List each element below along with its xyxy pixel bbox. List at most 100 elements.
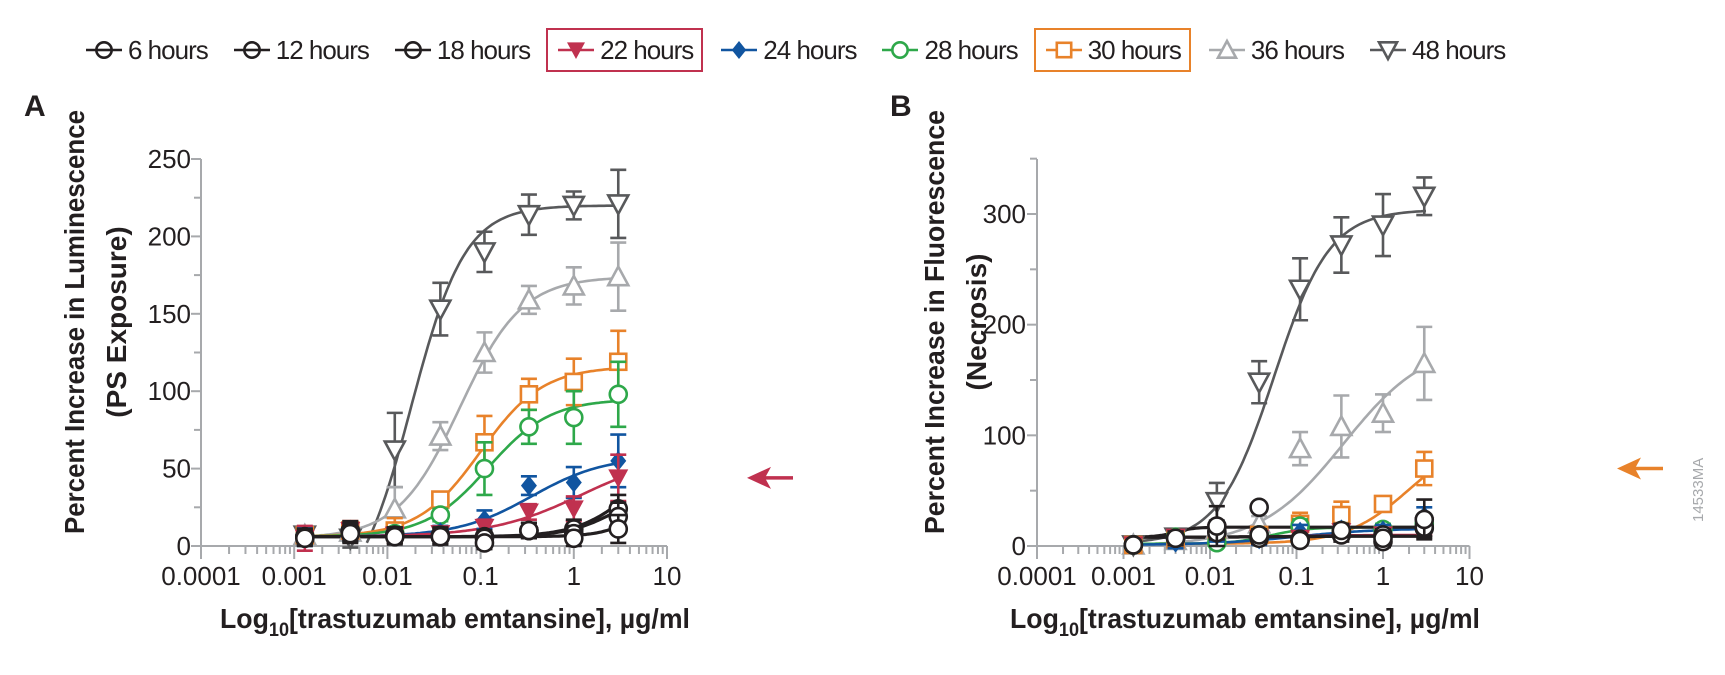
figure-id: 14533MA <box>1690 458 1707 522</box>
x-axis-title: Log10[trastuzumab emtansine], µg/ml <box>220 603 690 641</box>
data-point <box>519 520 539 541</box>
x-tick-label: 1 <box>1376 561 1390 591</box>
x-axis-title-rest: [trastuzumab emtansine], µg/ml <box>1079 603 1480 634</box>
y-tick-label: 200 <box>148 221 191 251</box>
series-6-hours <box>1123 497 1435 555</box>
data-point <box>564 372 584 392</box>
legend-item-6-hours: 6 hours <box>76 28 216 72</box>
open-triangle-up-icon <box>1208 38 1245 59</box>
open-circle-crossed-icon <box>233 41 270 59</box>
data-point <box>1373 494 1393 514</box>
data-point <box>1249 497 1269 518</box>
legend-marker <box>1055 41 1073 59</box>
legend-label: 36 hours <box>1250 34 1345 65</box>
data-point <box>1329 413 1354 437</box>
data-point <box>1287 279 1313 302</box>
data-point <box>428 299 453 322</box>
legend-marker <box>1376 41 1400 62</box>
legend-item-18-hours: 18 hours <box>385 28 538 72</box>
data-point <box>1165 528 1186 549</box>
legend-label: 24 hours <box>763 34 857 65</box>
legend-marker <box>567 42 586 59</box>
legend-marker <box>891 41 910 59</box>
legend-item-30-hours: 30 hours <box>1033 28 1191 72</box>
data-point <box>474 533 495 553</box>
data-point <box>561 273 586 296</box>
arrow-icon <box>1617 457 1663 480</box>
y-tick-label: 150 <box>148 299 191 329</box>
y-tick-label: 0 <box>177 531 191 561</box>
data-point <box>1290 530 1310 551</box>
data-point <box>606 194 631 217</box>
data-point <box>472 242 497 265</box>
open-circle-crossed-icon <box>86 41 122 59</box>
data-point <box>1412 350 1437 374</box>
open-triangle-down-icon <box>1370 41 1407 62</box>
data-point <box>563 528 584 549</box>
legend-item-48-hours: 48 hours <box>1360 28 1513 72</box>
x-tick-label: 10 <box>653 561 682 591</box>
arrow-icon <box>747 466 793 489</box>
data-point <box>608 519 629 539</box>
legend: 6 hours 12 hours 18 hours 22 hours 24 hours 2… <box>76 26 1521 74</box>
data-point <box>474 458 495 479</box>
data-point <box>563 500 584 519</box>
legend-item-12-hours: 12 hours <box>224 28 377 72</box>
series-6-hours <box>295 513 629 553</box>
x-axis-title-subscript: 10 <box>269 620 289 641</box>
data-point <box>472 339 497 363</box>
legend-item-28-hours: 28 hours <box>872 28 1025 72</box>
data-point <box>1204 491 1230 515</box>
data-point <box>1414 509 1435 530</box>
data-point <box>519 417 539 437</box>
x-tick-label: 0.0001 <box>997 561 1077 591</box>
legend-label: 12 hours <box>275 34 370 65</box>
data-point <box>1370 400 1396 424</box>
y-tick-label: 200 <box>983 310 1026 340</box>
y-tick-label: 250 <box>148 144 191 174</box>
legend-label: 28 hours <box>924 34 1018 65</box>
legend-item-24-hours: 24 hours <box>711 28 864 72</box>
legend-label: 48 hours <box>1412 34 1506 65</box>
x-tick-label: 0.001 <box>262 561 327 591</box>
data-point <box>563 407 584 428</box>
data-point <box>1373 528 1393 549</box>
data-point <box>384 526 405 547</box>
panel-label-a: A <box>24 90 46 123</box>
data-point <box>516 287 542 310</box>
x-tick-label: 0.1 <box>463 561 499 591</box>
x-axis-title-subscript: 10 <box>1059 620 1079 641</box>
x-axis-title-main: Log <box>220 603 269 634</box>
x-tick-label: 0.0001 <box>161 561 241 591</box>
legend-item-22-hours: 22 hours <box>546 28 704 72</box>
data-point <box>431 490 450 509</box>
data-point <box>1287 435 1313 459</box>
x-axis-title-rest: [trastuzumab emtansine], µg/ml <box>289 603 690 634</box>
x-tick-label: 0.01 <box>1185 561 1236 591</box>
y-axis-subtitle: (PS Exposure) <box>101 226 132 417</box>
filled-diamond-icon <box>721 41 758 59</box>
legend-label: 22 hours <box>600 34 694 65</box>
data-point <box>1414 459 1434 478</box>
data-point <box>1412 186 1437 210</box>
data-point <box>518 503 539 522</box>
y-axis-title: Percent Increase in Luminescence <box>59 110 90 534</box>
y-tick-label: 100 <box>983 420 1026 450</box>
y-tick-label: 50 <box>162 454 191 484</box>
open-circle-icon <box>882 41 919 59</box>
data-point <box>1370 215 1396 238</box>
x-tick-label: 10 <box>1455 561 1484 591</box>
open-square-icon <box>1045 41 1082 59</box>
x-axis-title-main: Log <box>1010 603 1059 634</box>
y-axis-subtitle: (Necrosis) <box>961 254 992 391</box>
panel-label-b: B <box>890 90 912 123</box>
data-point <box>1246 372 1272 395</box>
data-point <box>340 523 361 544</box>
data-point <box>608 469 629 488</box>
data-point <box>1329 235 1354 258</box>
legend-label: 30 hours <box>1087 34 1182 65</box>
data-point <box>561 195 586 219</box>
data-point <box>1249 525 1269 545</box>
